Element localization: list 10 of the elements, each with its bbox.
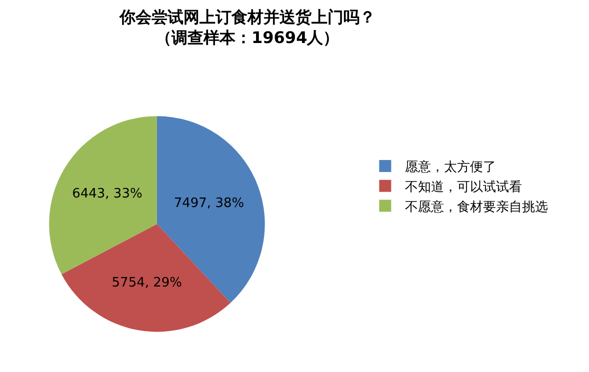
legend-label: 不愿意，食材要亲自挑选 [405, 200, 548, 215]
legend-label: 愿意，太方便了 [405, 159, 496, 176]
pie-slice [62, 224, 230, 332]
chart-title: 你会尝试网上订食材并送货上门吗？ [118, 7, 376, 26]
data-label: 5754, 29% [112, 276, 182, 291]
chart-subtitle: （调查样本：19694人） [156, 28, 340, 48]
data-label: 7497, 38% [174, 196, 244, 211]
data-label: 6443, 33% [72, 186, 142, 202]
pie-slice [49, 116, 157, 274]
legend-label: 不知道，可以试试看 [405, 180, 522, 195]
